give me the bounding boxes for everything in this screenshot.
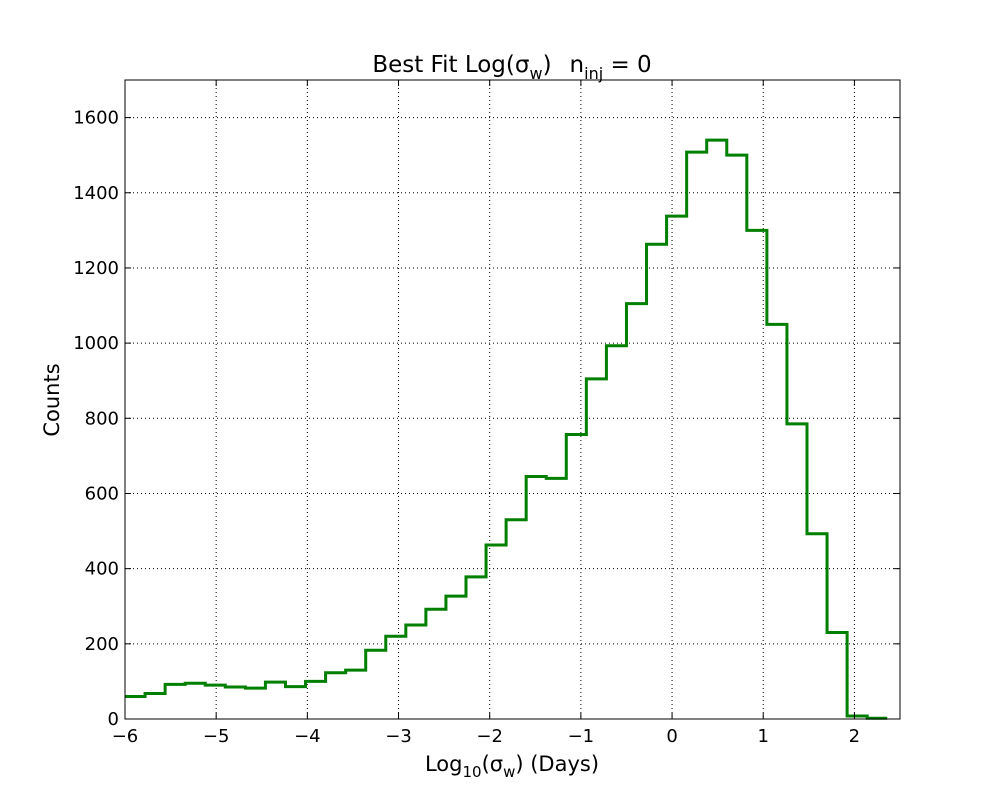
grid-layer: [125, 80, 900, 719]
x-tick-label: 1: [758, 726, 769, 747]
y-tick-label: 0: [108, 709, 119, 730]
y-tick-label: 600: [85, 483, 119, 504]
x-tick-label: 2: [849, 726, 860, 747]
x-tick-label: −6: [112, 726, 139, 747]
y-tick-label: 800: [85, 408, 119, 429]
x-tick-label: 0: [666, 726, 677, 747]
x-tick-labels: −6 −5 −4 −3 −2 −1 0 1 2: [112, 726, 860, 747]
chart-title: Best Fit Log(σw) ninj = 0: [372, 52, 651, 83]
y-tick-labels: 0 200 400 600 800 1000 1200 1400 1600: [73, 108, 119, 730]
y-tick-label: 1600: [73, 108, 119, 129]
y-tick-label: 1400: [73, 183, 119, 204]
x-tick-label: −2: [476, 726, 503, 747]
x-tick-label: −1: [568, 726, 595, 747]
y-tick-label: 1200: [73, 258, 119, 279]
y-axis-label: Counts: [40, 363, 64, 436]
plot-frame: [124, 79, 901, 720]
y-tick-label: 400: [85, 559, 119, 580]
y-tick-label: 1000: [73, 333, 119, 354]
histogram-series-line: [125, 138, 888, 720]
x-tick-label: −3: [385, 726, 412, 747]
x-tick-label: −5: [203, 726, 230, 747]
tick-layer: [124, 80, 900, 720]
x-tick-label: −4: [294, 726, 321, 747]
y-tick-label: 200: [85, 634, 119, 655]
x-axis-label: Log10(σw) (Days): [425, 752, 599, 781]
